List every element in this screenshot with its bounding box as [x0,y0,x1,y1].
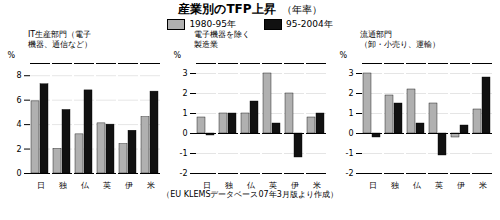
svg-text:8: 8 [16,71,21,80]
svg-text:-2: -2 [346,169,354,178]
svg-text:独: 独 [59,181,67,189]
svg-text:%: % [8,51,16,60]
html-text:IT生産部門（電子: IT生産部門（電子 [28,30,92,39]
svg-text:独: 独 [391,181,399,189]
svg-text:伊: 伊 [291,181,299,189]
svg-text:2: 2 [16,145,21,154]
html-text:（卸・小売り、運輸）: （卸・小売り、運輸） [360,39,440,49]
svg-text:4: 4 [16,120,21,129]
svg-text:日: 日 [369,181,377,189]
svg-text:0: 0 [348,129,353,138]
html-text:製造業: 製造業 [194,39,218,49]
svg-text:米: 米 [147,181,155,189]
svg-text:0: 0 [16,169,21,178]
svg-text:仏: 仏 [412,181,422,189]
svg-text:-1: -1 [346,149,354,158]
html-text:機器、通信など）: 機器、通信など） [28,39,92,49]
svg-text:米: 米 [479,181,487,189]
html-text:1980-95年: 1980-95年 [189,19,236,29]
html-text:（EU KLEMSデータベース07年3月版より作成）: （EU KLEMSデータベース07年3月版より作成） [162,190,338,199]
svg-text:6: 6 [16,96,21,105]
svg-text:英: 英 [435,181,443,189]
svg-text:-2: -2 [180,169,188,178]
svg-text:日: 日 [37,181,45,189]
svg-text:伊: 伊 [125,181,133,189]
html-text:電子機器を除く: 電子機器を除く [194,30,250,39]
html-text:流通部門: 流通部門 [360,30,392,39]
svg-text:3: 3 [348,69,353,78]
svg-text:英: 英 [103,181,111,189]
svg-text:仏: 仏 [246,181,256,189]
svg-text:仏: 仏 [80,181,90,189]
svg-text:英: 英 [269,181,277,189]
svg-text:%: % [174,51,182,60]
svg-text:-1: -1 [180,149,188,158]
svg-text:2: 2 [182,89,187,98]
svg-text:2: 2 [348,89,353,98]
svg-text:伊: 伊 [457,181,465,189]
svg-text:米: 米 [313,181,321,189]
svg-text:日: 日 [203,181,211,189]
html-text:産業別のTFP上昇: 産業別のTFP上昇 [178,2,276,16]
html-text:（年率）: （年率） [281,4,322,15]
svg-text:独: 独 [225,181,233,189]
html-text:95-2004年: 95-2004年 [286,19,333,29]
svg-text:1: 1 [182,109,187,118]
svg-text:0: 0 [182,129,187,138]
svg-text:3: 3 [182,69,187,78]
svg-text:1: 1 [348,109,353,118]
svg-text:%: % [340,51,348,60]
